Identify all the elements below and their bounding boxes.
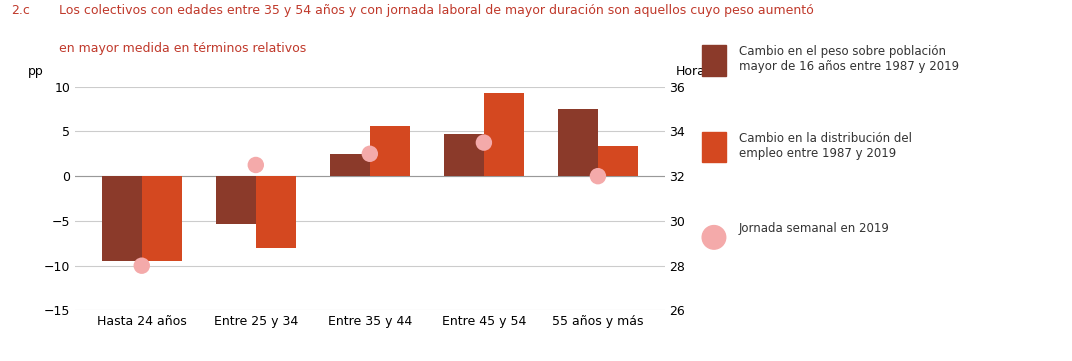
- Text: 2.c: 2.c: [11, 4, 30, 17]
- Text: en mayor medida en términos relativos: en mayor medida en términos relativos: [59, 42, 307, 55]
- Text: Los colectivos con edades entre 35 y 54 años y con jornada laboral de mayor dura: Los colectivos con edades entre 35 y 54 …: [59, 4, 814, 17]
- Bar: [102, 176, 142, 261]
- Bar: [330, 154, 370, 176]
- Point: [361, 151, 378, 157]
- Point: [133, 263, 150, 269]
- Text: Jornada semanal en 2019: Jornada semanal en 2019: [739, 222, 890, 235]
- Text: Horas: Horas: [675, 65, 712, 78]
- Bar: [598, 146, 638, 176]
- Point: [590, 173, 607, 179]
- Bar: [256, 176, 296, 248]
- Point: [475, 140, 492, 145]
- Bar: [215, 176, 256, 223]
- Text: Cambio en el peso sobre población
mayor de 16 años entre 1987 y 2019: Cambio en el peso sobre población mayor …: [739, 45, 958, 73]
- Text: Cambio en la distribución del
empleo entre 1987 y 2019: Cambio en la distribución del empleo ent…: [739, 132, 911, 160]
- Bar: [142, 176, 181, 261]
- Bar: [483, 93, 524, 176]
- Bar: [370, 126, 410, 176]
- Bar: [559, 109, 598, 176]
- Text: pp: pp: [28, 65, 44, 78]
- Point: [248, 162, 265, 168]
- Bar: [444, 134, 483, 176]
